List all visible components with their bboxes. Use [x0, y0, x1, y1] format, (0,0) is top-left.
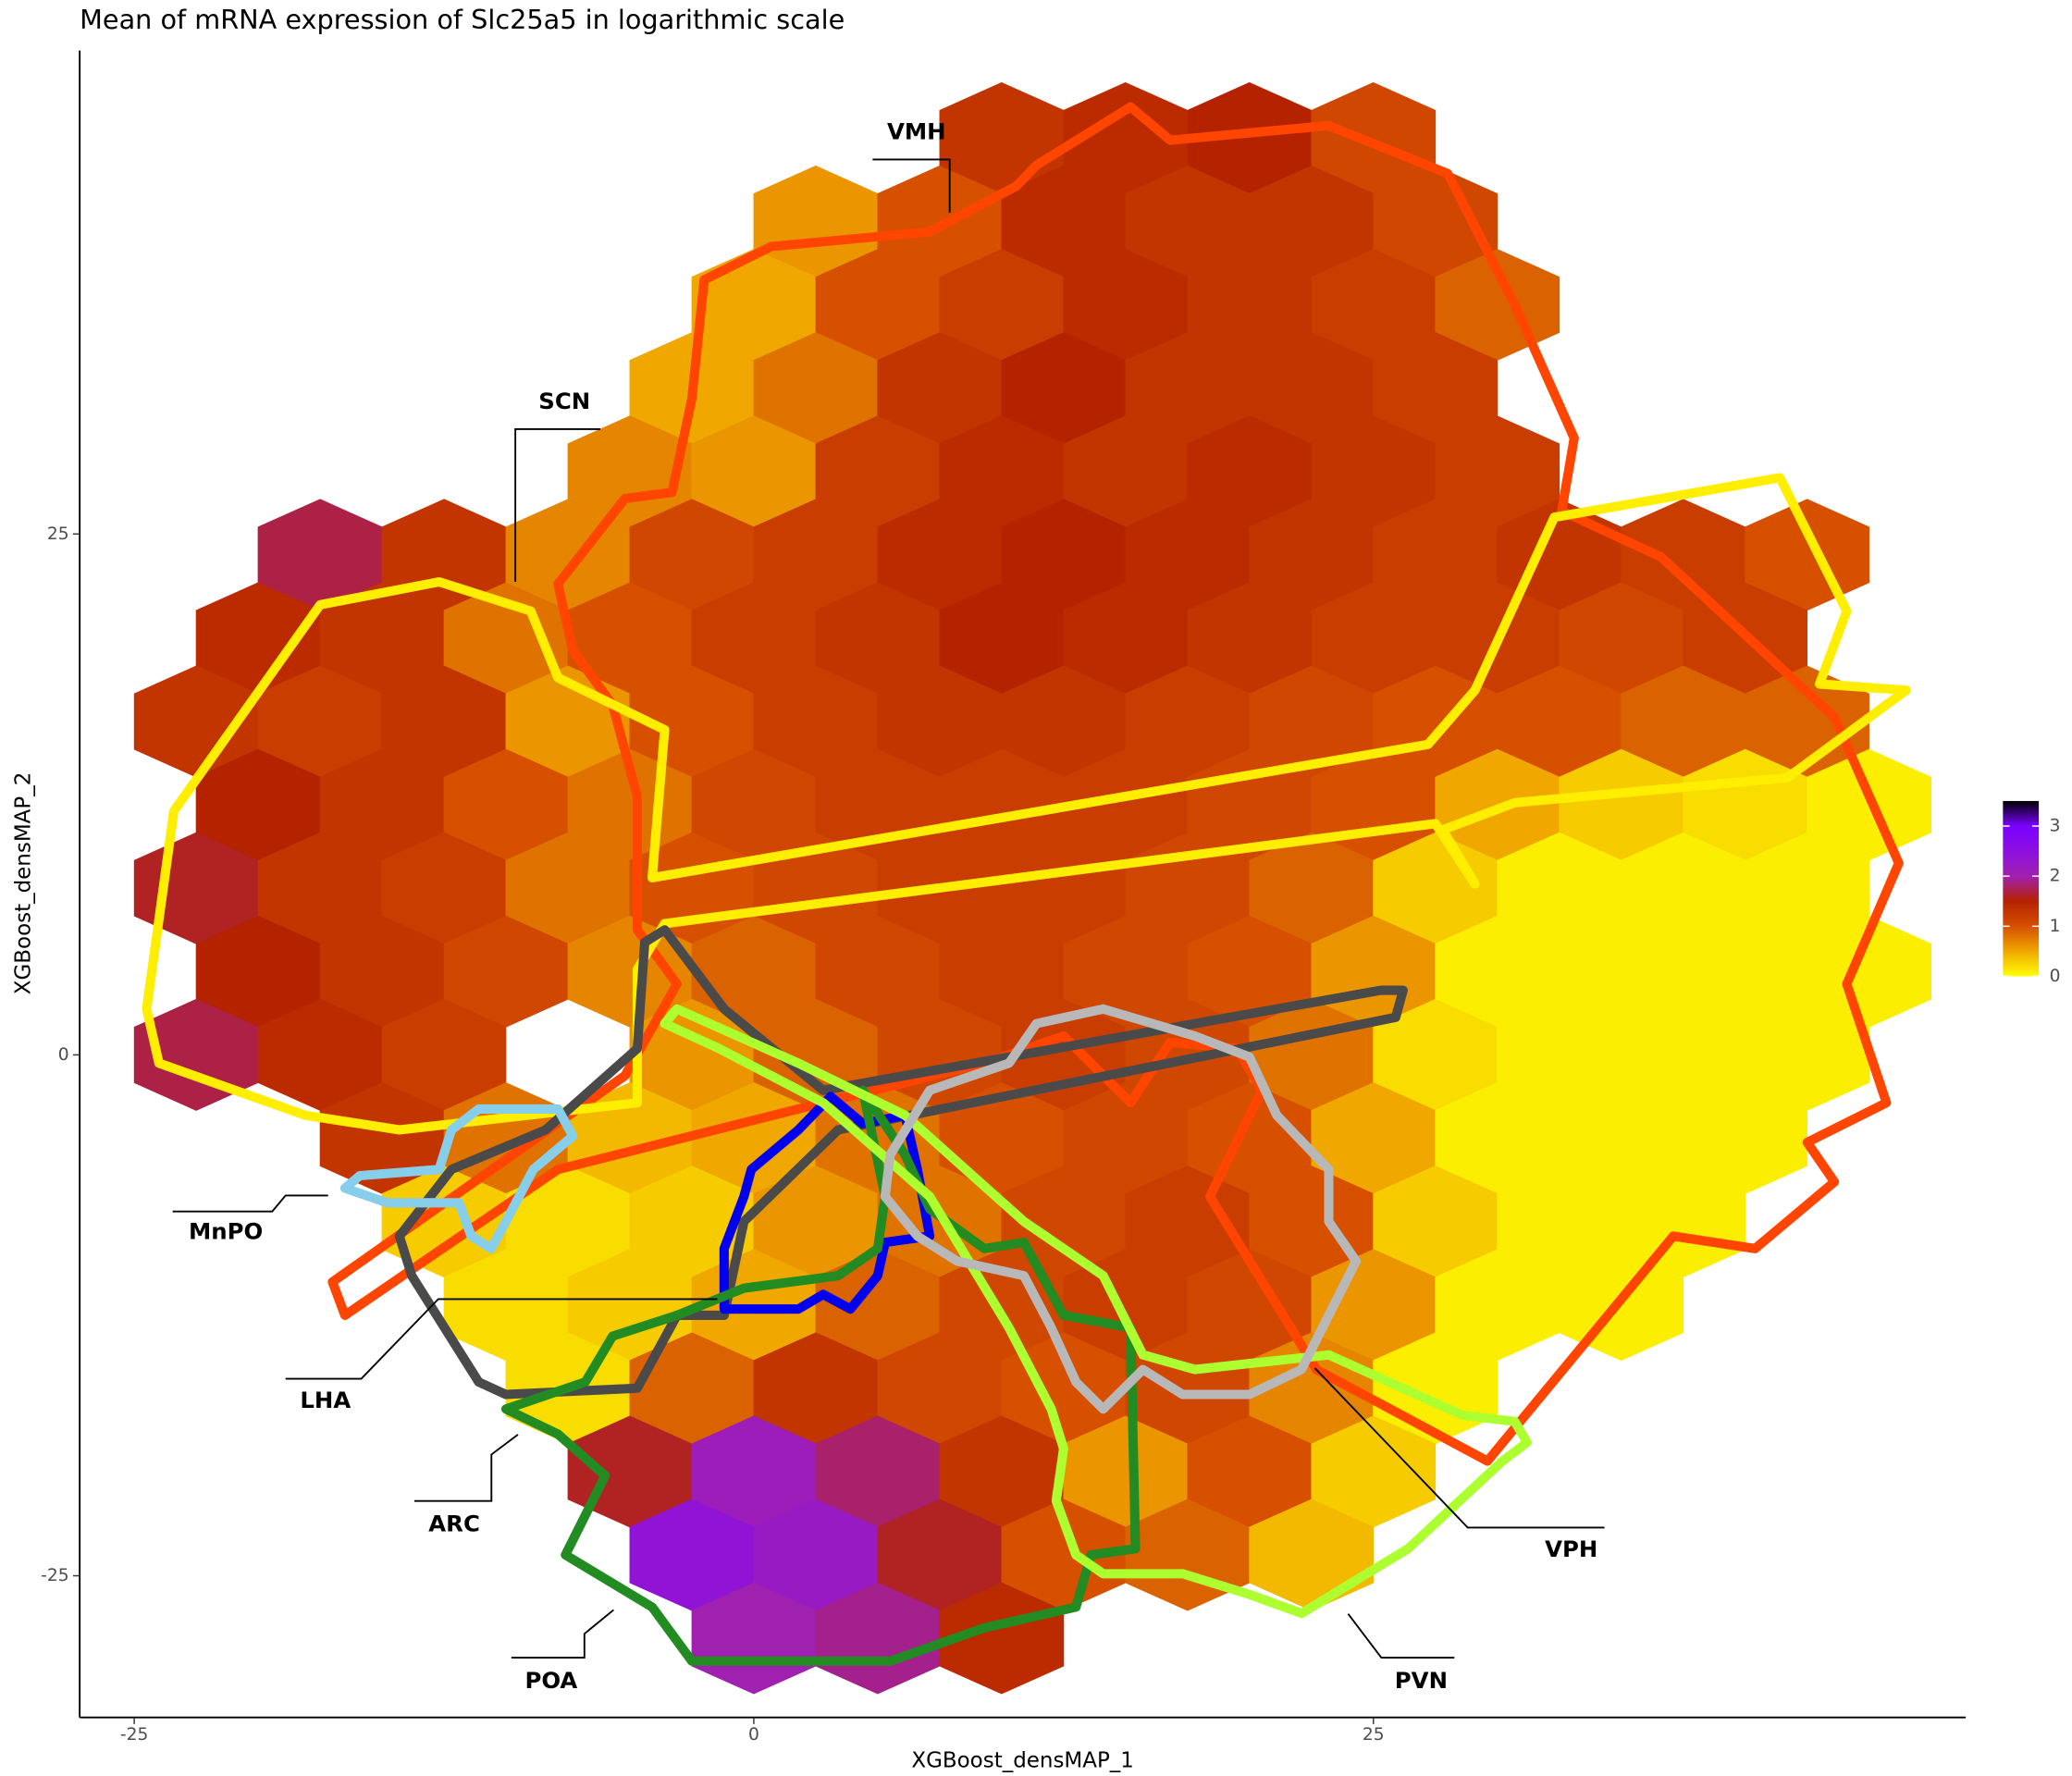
x-tick-label: -25: [120, 1725, 148, 1745]
x-axis-title: XGBoost_densMAP_1: [911, 1749, 1134, 1773]
region-label: LHA: [300, 1387, 351, 1413]
region-outline: [142, 473, 1911, 1135]
region-label: POA: [524, 1667, 577, 1694]
y-tick-label: 0: [58, 1045, 69, 1065]
colorbar: [2003, 800, 2040, 977]
leader-line: [514, 427, 601, 583]
leader-line: [1347, 1613, 1455, 1659]
colorbar-tick-label: 3: [2050, 817, 2061, 836]
colorbar-tick-label: 0: [2050, 967, 2061, 986]
region-outline: [339, 1104, 578, 1253]
region-label: VPH: [1545, 1536, 1597, 1562]
leader-line: [1314, 1367, 1605, 1529]
region-outline: [880, 1004, 1362, 1414]
region-label: PVN: [1395, 1667, 1448, 1694]
hexbins: [133, 81, 1932, 1695]
leader-line: [414, 1434, 519, 1502]
colorbar-tick-label: 1: [2050, 917, 2061, 936]
y-axis-title: XGBoost_densMAP_2: [11, 772, 35, 995]
y-tick-label: -25: [41, 1566, 68, 1585]
region-outline: [394, 925, 1408, 1400]
region-outline: [500, 1085, 1141, 1666]
region-label: SCN: [538, 388, 590, 414]
chart-title: Mean of mRNA expression of Slc25a5 in lo…: [80, 4, 845, 35]
region-outline: [719, 1092, 935, 1314]
leader-line: [285, 1298, 718, 1380]
region-outline: [660, 1004, 1532, 1619]
y-tick-label: 25: [47, 524, 69, 544]
x-tick-label: 0: [748, 1725, 759, 1745]
leader-line: [872, 158, 951, 213]
region-label: MnPO: [189, 1218, 263, 1245]
region-outline: [327, 102, 1904, 1466]
x-tick-label: 25: [1363, 1725, 1385, 1745]
region-label: ARC: [428, 1511, 480, 1537]
leader-line: [511, 1609, 614, 1659]
region-label: VMH: [887, 118, 946, 145]
region-outlines: [142, 102, 1911, 1666]
colorbar-tick-label: 2: [2050, 867, 2061, 886]
leader-line: [172, 1194, 328, 1213]
